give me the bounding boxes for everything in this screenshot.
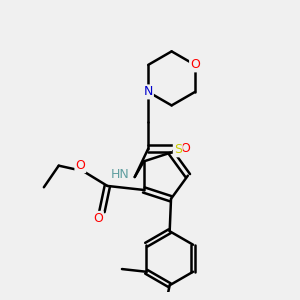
Text: O: O [93,212,103,225]
Text: O: O [190,58,200,71]
Text: N: N [143,85,153,98]
Text: S: S [174,143,182,156]
Text: O: O [75,159,85,172]
Text: O: O [180,142,190,155]
Text: HN: HN [110,168,129,181]
